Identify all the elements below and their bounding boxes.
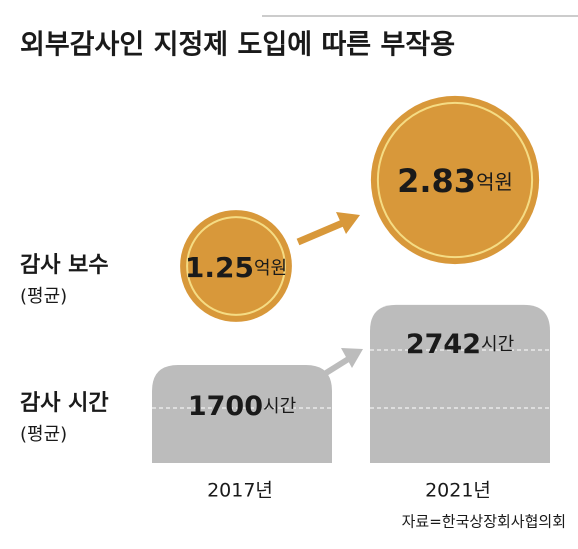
bubble <box>370 95 540 265</box>
value-label: 1.25억원 <box>185 251 287 284</box>
bar <box>152 364 332 463</box>
arrow <box>296 218 347 246</box>
bar <box>370 304 550 463</box>
value-label: 1700시간 <box>188 390 296 421</box>
value-label: 2742시간 <box>406 328 514 359</box>
x-tick-label: 2017년 <box>207 480 273 502</box>
value-unit: 억원 <box>476 170 513 194</box>
series-note: (평균) <box>20 286 67 307</box>
bubble-ring <box>376 101 534 259</box>
title: 외부감사인 지정제 도입에 따른 부작용 <box>20 30 455 61</box>
value-unit: 억원 <box>254 258 287 279</box>
arrows <box>296 212 360 246</box>
source: 자료=한국상장회사협의회 <box>402 513 566 531</box>
value-unit: 시간 <box>481 334 514 355</box>
arrow-head <box>336 212 360 234</box>
arrow-head <box>341 348 363 368</box>
value-number: 1700 <box>188 390 263 421</box>
series-note: (평균) <box>20 424 67 445</box>
series-name: 감사 시간 <box>20 391 109 416</box>
value-number: 2742 <box>406 328 481 359</box>
bubble-ring <box>186 216 286 316</box>
value-number: 1.25 <box>185 251 254 284</box>
bubble <box>180 210 292 322</box>
value-number: 2.83 <box>397 162 476 200</box>
value-unit: 시간 <box>263 396 296 417</box>
series-name: 감사 보수 <box>20 253 109 278</box>
value-label: 2.83억원 <box>397 162 513 200</box>
x-tick-label: 2021년 <box>425 480 491 502</box>
